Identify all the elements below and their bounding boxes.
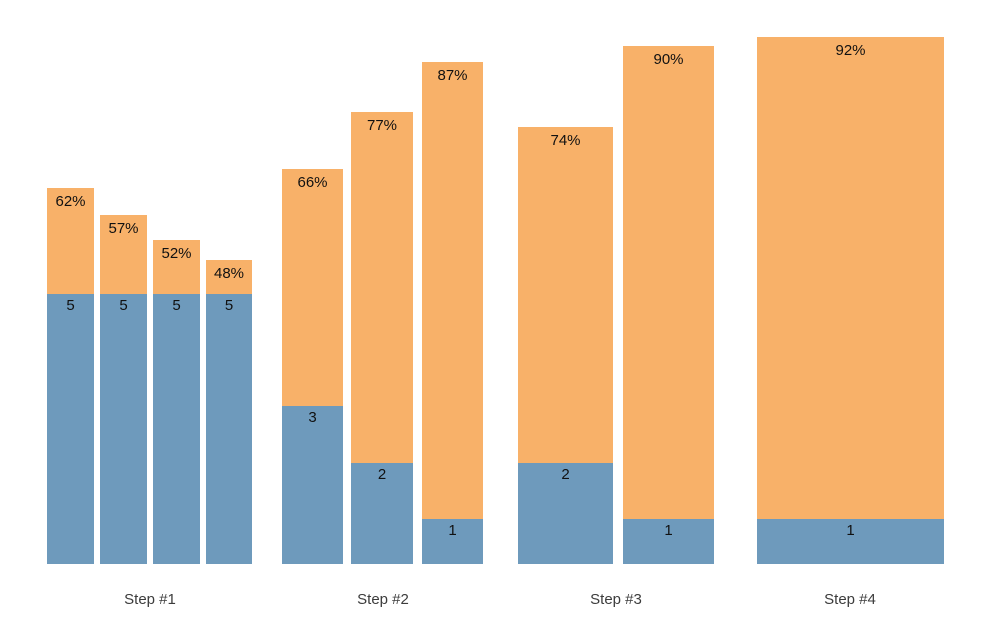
group3-bar2-rate-segment: 90% bbox=[623, 46, 714, 519]
group1-bar4-count-label: 5 bbox=[224, 297, 234, 314]
group1-bar2-count-label: 5 bbox=[119, 297, 128, 314]
group-label-step-3: Step #3 bbox=[590, 591, 642, 608]
group1-bar2-count-segment: 5 bbox=[100, 294, 147, 564]
group4-bar1-percentage-label: 92% bbox=[835, 42, 866, 59]
group4-bar1-count-segment: 1 bbox=[757, 519, 944, 564]
group-label-step-4: Step #4 bbox=[824, 591, 876, 608]
group2-bar1-count-label: 3 bbox=[308, 409, 317, 426]
group3-bar1-count-segment: 2 bbox=[518, 463, 613, 564]
group2-bar3-count-segment: 1 bbox=[422, 519, 483, 564]
group3-bar2-count-label: 1 bbox=[664, 522, 673, 539]
group3-bar2-count-segment: 1 bbox=[623, 519, 714, 564]
group1-bar2-percentage-label: 57% bbox=[108, 220, 139, 237]
group1-bar3-count-segment: 5 bbox=[153, 294, 200, 564]
group2-bar2-count-label: 2 bbox=[377, 466, 387, 483]
group1-bar4-count-segment: 5 bbox=[206, 294, 252, 564]
group2-bar2-count-segment: 2 bbox=[351, 463, 413, 564]
group1-bar1-count-segment: 5 bbox=[47, 294, 94, 564]
group4-bar1-count-label: 1 bbox=[846, 522, 855, 539]
group3-bar1-count-label: 2 bbox=[561, 466, 570, 483]
group-label-step-1: Step #1 bbox=[124, 591, 176, 608]
group1-bar2-rate-segment: 57% bbox=[100, 215, 147, 294]
group2-bar2-percentage-label: 77% bbox=[366, 117, 398, 134]
group2-bar2-rate-segment: 77% bbox=[351, 112, 413, 463]
group2-bar3-percentage-label: 87% bbox=[437, 67, 468, 84]
group3-bar1-rate-segment: 74% bbox=[518, 127, 613, 463]
group2-bar3-rate-segment: 87% bbox=[422, 62, 483, 519]
group2-bar1-rate-segment: 66% bbox=[282, 169, 343, 406]
group1-bar1-percentage-label: 62% bbox=[55, 193, 86, 210]
group1-bar4-rate-segment: 48% bbox=[206, 260, 252, 294]
group1-bar1-count-label: 5 bbox=[66, 297, 75, 314]
group1-bar1-rate-segment: 62% bbox=[47, 188, 94, 294]
group1-bar3-rate-segment: 52% bbox=[153, 240, 200, 294]
group4-bar1-rate-segment: 92% bbox=[757, 37, 944, 519]
group1-bar4-percentage-label: 48% bbox=[213, 265, 245, 282]
group3-bar2-percentage-label: 90% bbox=[653, 51, 684, 68]
group2-bar1-count-segment: 3 bbox=[282, 406, 343, 564]
group2-bar3-count-label: 1 bbox=[448, 522, 457, 539]
group2-bar1-percentage-label: 66% bbox=[297, 174, 328, 191]
group-label-step-2: Step #2 bbox=[357, 591, 409, 608]
group3-bar1-percentage-label: 74% bbox=[550, 132, 581, 149]
group1-bar3-percentage-label: 52% bbox=[161, 245, 192, 262]
group1-bar3-count-label: 5 bbox=[172, 297, 181, 314]
